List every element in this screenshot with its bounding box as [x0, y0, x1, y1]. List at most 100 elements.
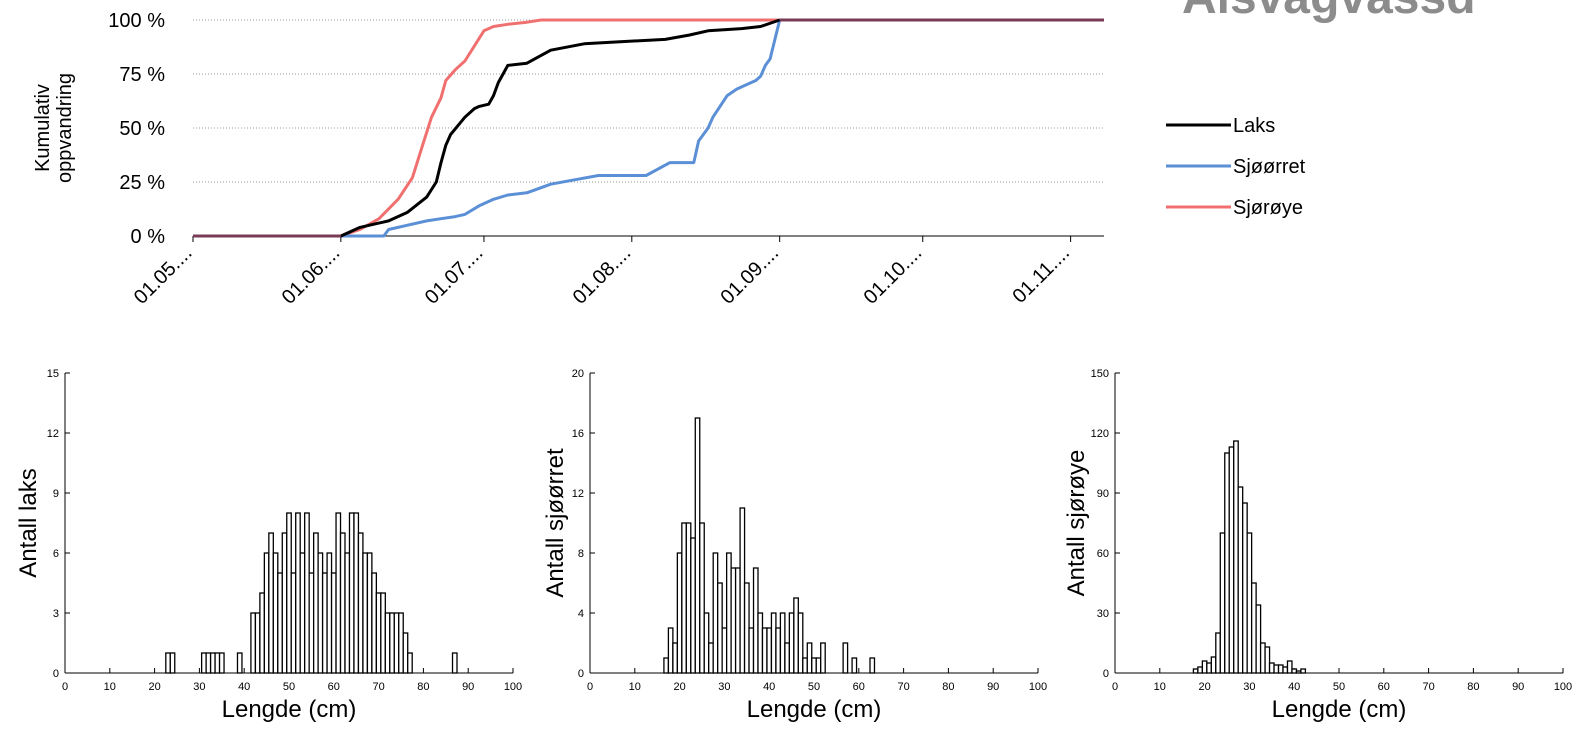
- histogram-bar: [214, 652, 221, 674]
- histogram-bar: [766, 627, 773, 674]
- x-tick-label: 01.08....: [569, 242, 636, 309]
- y-axis-label: Antall laks: [15, 468, 42, 577]
- y-tick-label: 15: [47, 368, 59, 380]
- histogram-bar: [1192, 668, 1199, 674]
- legend: Laks Sjøørret Sjørøye: [1166, 115, 1306, 219]
- x-tick-label: 20: [673, 681, 685, 693]
- x-tick-label: 10: [629, 681, 641, 693]
- y-tick-label: 12: [47, 428, 59, 440]
- histogram-bar: [1224, 452, 1230, 674]
- histogram-bar: [1277, 664, 1284, 674]
- x-tick-label: 20: [148, 681, 160, 693]
- histogram-bar: [366, 552, 373, 674]
- histogram-bar: [815, 657, 822, 674]
- histogram-bar: [1282, 666, 1289, 674]
- y-tick-label: 100 %: [108, 10, 165, 32]
- series-line-sjøørret: [193, 18, 1104, 238]
- y-tick-label: 6: [53, 548, 59, 560]
- x-tick-label: 80: [417, 681, 429, 693]
- cumulative-chart: 0 % 25 % 50 % 75 % 100 % 01.05.... 01.06.... 01…: [32, 10, 1306, 309]
- histogram-bar: [362, 552, 369, 674]
- histogram-bar: [357, 532, 364, 674]
- x-tick-label: 90: [987, 681, 999, 693]
- x-tick-label: 01.09....: [717, 242, 784, 309]
- x-tick-label: 80: [1467, 681, 1479, 693]
- legend-label: Sjørøye: [1233, 197, 1303, 219]
- y-tick-label: 8: [578, 548, 584, 560]
- histogram-bar: [209, 652, 216, 674]
- x-tick-label: 30: [718, 681, 730, 693]
- histogram-bar: [290, 572, 297, 674]
- histogram-bar: [1268, 662, 1275, 674]
- y-tick-label: 0: [578, 668, 584, 680]
- histogram-bar: [402, 632, 409, 674]
- histogram-bar: [1215, 632, 1221, 674]
- histogram-bar: [277, 572, 283, 674]
- histogram-bar: [321, 572, 328, 674]
- x-tick-label: 100: [1554, 681, 1572, 693]
- histogram-bar: [295, 512, 301, 674]
- x-axis-label: Lengde (cm): [747, 696, 882, 723]
- x-tick-label: 90: [1512, 681, 1524, 693]
- y-tick-label: 0: [53, 668, 59, 680]
- histogram-bar: [236, 652, 243, 674]
- x-tick-label: 50: [283, 681, 295, 693]
- histogram-bar: [748, 627, 755, 674]
- x-tick-label: 01.10....: [860, 242, 927, 309]
- y-tick-label: 75 %: [119, 64, 165, 86]
- histogram-bar: [165, 652, 171, 674]
- y-axis-label: Antall sjørøye: [1063, 450, 1090, 597]
- histogram-bar: [806, 642, 813, 674]
- histogram-bar: [1197, 666, 1204, 674]
- histogram-bar: [1237, 486, 1244, 674]
- histogram-bar: [1250, 582, 1257, 674]
- histogram-bar: [1291, 668, 1298, 674]
- histogram-bar: [380, 592, 386, 674]
- y-tick-label: 30: [1097, 608, 1109, 620]
- histogram-bar: [784, 642, 791, 674]
- histogram-bar: [797, 612, 804, 674]
- x-tick-label: 50: [808, 681, 820, 693]
- histogram-bar: [1233, 440, 1239, 674]
- histogram-bar: [353, 512, 360, 674]
- histogram-bar: [1264, 646, 1271, 674]
- x-tick-label: 90: [462, 681, 474, 693]
- histogram-bar: [250, 612, 257, 674]
- histogram-bar: [734, 567, 741, 674]
- histogram-bar: [757, 612, 764, 674]
- x-tick-label: 01.07....: [421, 242, 488, 309]
- page-title: Alsvågvassd: [1182, 0, 1476, 25]
- histogram-bar: [451, 652, 458, 674]
- y-tick-label: 20: [572, 368, 584, 380]
- histogram-bar: [770, 612, 777, 674]
- y-tick-label: 50 %: [119, 118, 165, 140]
- y-tick-label: 0 %: [131, 226, 166, 248]
- histogram-bar: [1273, 664, 1280, 674]
- histogram-bar: [775, 627, 782, 674]
- legend-label: Sjøørret: [1233, 156, 1306, 178]
- histogram-bar: [752, 567, 759, 674]
- x-tick-label: 50: [1333, 681, 1345, 693]
- x-tick-label: 60: [1378, 681, 1390, 693]
- histogram-bar: [663, 657, 670, 674]
- histogram-bar: [272, 552, 279, 674]
- histogram-bar: [1300, 668, 1307, 674]
- y-tick-label: 3: [53, 608, 59, 620]
- histogram-bar: [371, 572, 378, 674]
- histogram-bar: [708, 642, 714, 674]
- histogram-bar: [788, 612, 795, 674]
- x-tick-label: 01.11....: [1009, 242, 1075, 308]
- histogram-bar: [717, 582, 723, 674]
- y-tick-label: 4: [578, 608, 584, 620]
- histogram-bar: [1242, 502, 1248, 674]
- series-line-laks: [193, 18, 781, 238]
- histogram-bar: [254, 612, 261, 674]
- histogram-bar: [1219, 532, 1226, 674]
- histogram-bar: [348, 512, 355, 674]
- histogram-bar: [690, 537, 696, 674]
- x-tick-label: 40: [763, 681, 775, 693]
- histogram-3: 0 30 60 90 120 150 0 10 20 30 40 50 60 70 80 90 100 Lengd…: [1063, 368, 1572, 723]
- histogram-bar: [1210, 656, 1217, 674]
- histogram-bar: [169, 652, 176, 674]
- histogram-bar: [205, 652, 212, 674]
